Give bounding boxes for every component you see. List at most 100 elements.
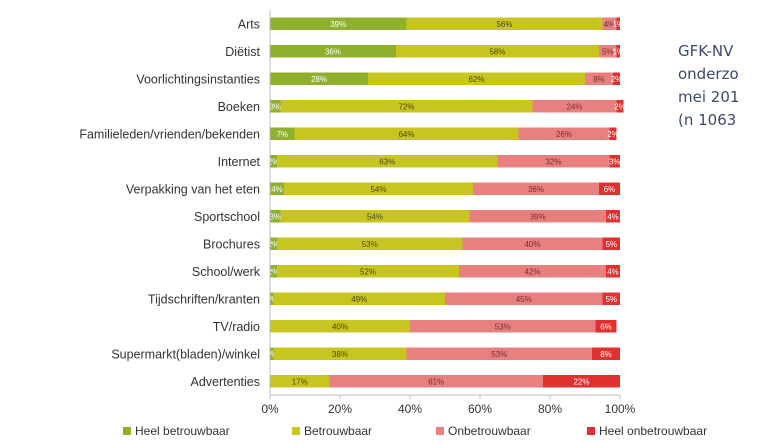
bar-onbetrouwbaar-school-werk — [459, 265, 606, 278]
category-label-advertenties: Advertenties — [191, 375, 260, 389]
bar-betrouwbaar-school-werk — [277, 265, 459, 278]
source-note-line: (n 1063 — [678, 111, 737, 129]
data-label-betrouwbaar-tijdschriften-kranten: 49% — [351, 295, 367, 304]
bar-betrouwbaar-arts — [406, 17, 603, 30]
bar-betrouwbaar-verpakking-van-het-eten — [284, 182, 473, 195]
x-tick-label: 60% — [468, 402, 492, 416]
legend-swatch-betrouwbaar — [292, 427, 300, 435]
data-label-betrouwbaar-sportschool: 54% — [367, 212, 383, 221]
bar-heel-onbetrouwbaar-di-tist — [616, 45, 620, 58]
bar-heel-onbetrouwbaar-boeken — [616, 100, 624, 113]
data-label-heel-betrouwbaar-arts: 39% — [330, 20, 346, 29]
data-label-heel-betrouwbaar-voorlichtingsinstanties: 28% — [311, 75, 327, 84]
bar-betrouwbaar-internet — [277, 155, 498, 168]
bar-betrouwbaar-sportschool — [280, 210, 470, 223]
category-label-arts: Arts — [238, 17, 260, 31]
bar-betrouwbaar-tijdschriften-kranten — [273, 292, 445, 305]
data-label-onbetrouwbaar-tv-radio: 53% — [495, 322, 511, 331]
bar-betrouwbaar-boeken — [280, 100, 533, 113]
data-label-onbetrouwbaar-sportschool: 39% — [530, 212, 546, 221]
data-label-onbetrouwbaar-di-tist: 5% — [602, 47, 614, 56]
data-label-heel-betrouwbaar-supermarkt-bladen-winkel: 1% — [266, 350, 278, 359]
data-label-onbetrouwbaar-verpakking-van-het-eten: 36% — [528, 185, 544, 194]
bar-onbetrouwbaar-tijdschriften-kranten — [445, 292, 603, 305]
data-label-heel-onbetrouwbaar-familieleden-vrienden-bekenden: 2% — [607, 130, 619, 139]
data-label-heel-betrouwbaar-verpakking-van-het-eten: 4% — [271, 185, 283, 194]
data-label-betrouwbaar-familieleden-vrienden-bekenden: 64% — [398, 130, 414, 139]
bar-onbetrouwbaar-voorlichtingsinstanties — [585, 72, 613, 85]
data-label-betrouwbaar-di-tist: 58% — [489, 47, 505, 56]
data-label-betrouwbaar-verpakking-van-het-eten: 54% — [370, 185, 386, 194]
data-label-onbetrouwbaar-familieleden-vrienden-bekenden: 26% — [556, 130, 572, 139]
category-label-brochures: Brochures — [203, 237, 260, 251]
bar-betrouwbaar-tv-radio — [270, 320, 410, 333]
bar-heel-onbetrouwbaar-sportschool — [606, 210, 620, 223]
bar-betrouwbaar-brochures — [277, 237, 463, 250]
data-label-onbetrouwbaar-advertenties: 61% — [428, 377, 444, 386]
data-label-onbetrouwbaar-boeken: 24% — [566, 102, 582, 111]
bar-betrouwbaar-supermarkt-bladen-winkel — [273, 347, 407, 360]
bar-betrouwbaar-advertenties — [270, 375, 330, 388]
data-label-heel-onbetrouwbaar-supermarkt-bladen-winkel: 8% — [600, 350, 612, 359]
legend-label-betrouwbaar: Betrouwbaar — [304, 424, 372, 438]
data-label-betrouwbaar-arts: 56% — [496, 20, 512, 29]
source-note-line: mei 201 — [678, 88, 740, 106]
source-note: GFK-NV onderzo mei 201 (n 1063 — [678, 40, 761, 132]
x-tick-label: 100% — [605, 402, 636, 416]
bar-heel-onbetrouwbaar-voorlichtingsinstanties — [613, 72, 620, 85]
data-label-heel-betrouwbaar-di-tist: 36% — [325, 47, 341, 56]
data-label-heel-onbetrouwbaar-brochures: 5% — [605, 240, 617, 249]
data-label-heel-onbetrouwbaar-school-werk: 4% — [607, 267, 619, 276]
category-label-sportschool: Sportschool — [194, 210, 260, 224]
legend-label-onbetrouwbaar: Onbetrouwbaar — [448, 424, 531, 438]
data-label-heel-onbetrouwbaar-advertenties: 22% — [573, 377, 589, 386]
category-label-school-werk: School/werk — [192, 265, 261, 279]
bar-heel-betrouwbaar-internet — [270, 155, 277, 168]
bar-heel-betrouwbaar-familieleden-vrienden-bekenden — [270, 127, 295, 140]
data-label-onbetrouwbaar-brochures: 40% — [524, 240, 540, 249]
bar-heel-onbetrouwbaar-arts — [616, 17, 620, 30]
data-label-heel-betrouwbaar-familieleden-vrienden-bekenden: 7% — [276, 130, 288, 139]
bar-heel-onbetrouwbaar-tijdschriften-kranten — [602, 292, 620, 305]
data-label-betrouwbaar-internet: 63% — [379, 157, 395, 166]
bar-onbetrouwbaar-verpakking-van-het-eten — [473, 182, 599, 195]
bar-heel-betrouwbaar-arts — [270, 17, 407, 30]
category-label-internet: Internet — [218, 155, 261, 169]
data-label-heel-betrouwbaar-internet: 2% — [268, 157, 280, 166]
bar-onbetrouwbaar-arts — [602, 17, 617, 30]
data-label-onbetrouwbaar-internet: 32% — [545, 157, 561, 166]
data-label-heel-onbetrouwbaar-voorlichtingsinstanties: 2% — [611, 75, 623, 84]
category-label-familieleden-vrienden-bekenden: Familieleden/vrienden/bekenden — [79, 127, 260, 141]
legend-swatch-heel-betrouwbaar — [123, 427, 131, 435]
data-label-betrouwbaar-supermarkt-bladen-winkel: 38% — [332, 350, 348, 359]
data-label-betrouwbaar-voorlichtingsinstanties: 62% — [468, 75, 484, 84]
bar-heel-betrouwbaar-voorlichtingsinstanties — [270, 72, 368, 85]
bar-onbetrouwbaar-supermarkt-bladen-winkel — [406, 347, 592, 360]
source-note-line: GFK-NV — [678, 42, 734, 60]
data-label-heel-betrouwbaar-brochures: 2% — [268, 240, 280, 249]
bar-heel-betrouwbaar-tijdschriften-kranten — [270, 292, 274, 305]
data-label-heel-betrouwbaar-school-werk: 2% — [268, 267, 280, 276]
bar-betrouwbaar-voorlichtingsinstanties — [368, 72, 585, 85]
bar-onbetrouwbaar-di-tist — [599, 45, 617, 58]
bar-onbetrouwbaar-internet — [497, 155, 610, 168]
category-label-di-tist: Diëtist — [225, 45, 260, 59]
source-note-line: onderzo — [678, 65, 739, 83]
bar-onbetrouwbaar-brochures — [462, 237, 603, 250]
x-tick-label: 40% — [398, 402, 422, 416]
bar-heel-betrouwbaar-sportschool — [270, 210, 281, 223]
bar-betrouwbaar-familieleden-vrienden-bekenden — [294, 127, 519, 140]
data-label-heel-onbetrouwbaar-tv-radio: 6% — [600, 322, 612, 331]
data-label-onbetrouwbaar-school-werk: 42% — [524, 267, 540, 276]
data-label-heel-onbetrouwbaar-verpakking-van-het-eten: 6% — [604, 185, 616, 194]
data-label-heel-onbetrouwbaar-internet: 3% — [609, 157, 621, 166]
legend-label-heel-onbetrouwbaar: Heel onbetrouwbaar — [599, 424, 707, 438]
bar-heel-onbetrouwbaar-brochures — [602, 237, 620, 250]
data-label-betrouwbaar-brochures: 53% — [362, 240, 378, 249]
bar-onbetrouwbaar-advertenties — [329, 375, 543, 388]
x-tick-label: 20% — [328, 402, 352, 416]
bar-onbetrouwbaar-boeken — [532, 100, 617, 113]
bar-betrouwbaar-di-tist — [396, 45, 599, 58]
data-label-betrouwbaar-advertenties: 17% — [292, 377, 308, 386]
